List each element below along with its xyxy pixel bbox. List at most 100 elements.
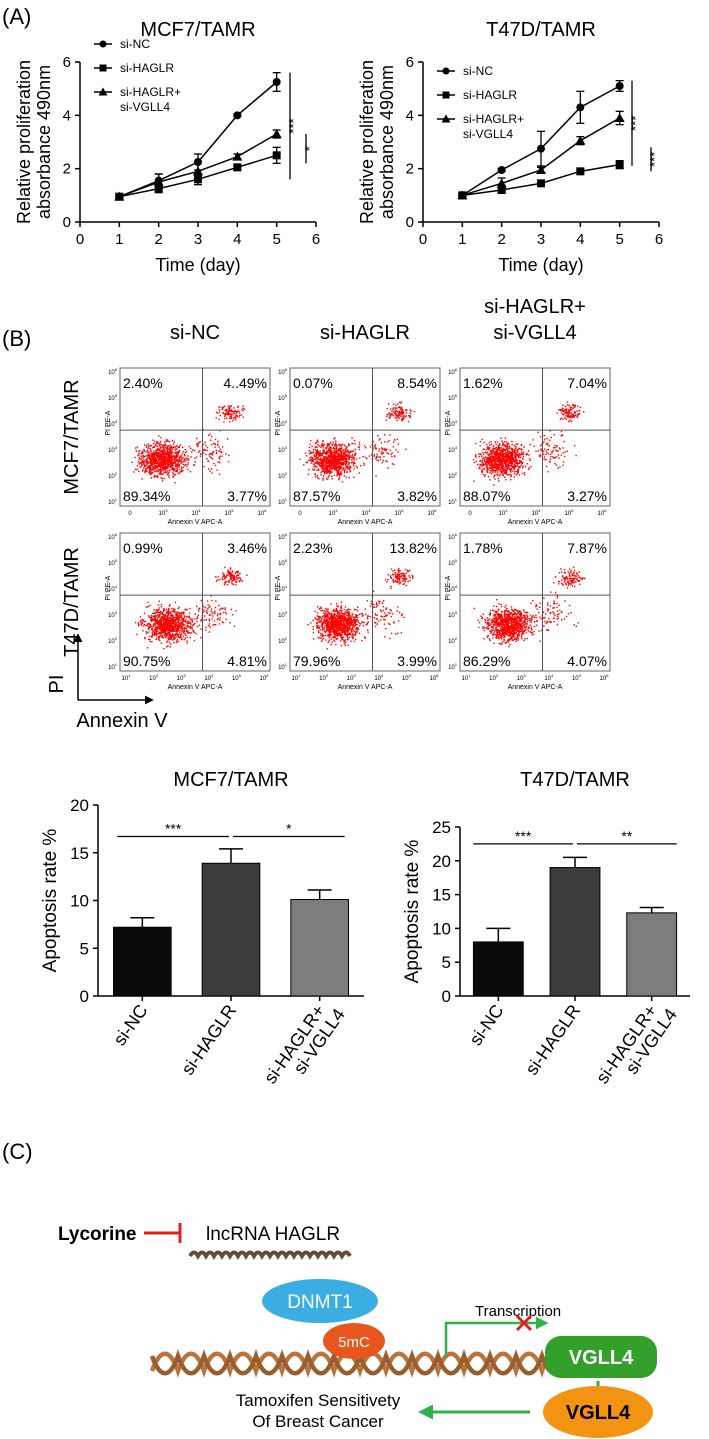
quadrant-lower-right: 3.77%: [227, 488, 267, 504]
marker-triangle: [271, 129, 282, 138]
flow-y-axis-title: PI PE-A: [275, 410, 282, 435]
lncrna-strand: [188, 1250, 352, 1261]
marker-square: [99, 64, 107, 72]
flow-tick-exponent: 4: [285, 419, 288, 424]
flow-tick-exponent: 2: [285, 636, 288, 641]
flow-y-tick: 101: [278, 497, 288, 506]
flow-y-axis-title: PI PE-A: [105, 410, 112, 435]
flow-x-tick: 106: [258, 508, 268, 517]
x-tick-label: si-HAGLR: [177, 1001, 240, 1079]
methyl-ellipse: [323, 1323, 385, 1359]
flow-tick-exponent: 3: [335, 508, 338, 513]
flow-y-tick: 105: [278, 393, 288, 402]
flow-plot-frame: [119, 532, 271, 672]
flow-tick-exponent: 3: [455, 445, 458, 450]
quadrant-upper-right: 7.87%: [567, 540, 607, 556]
flow-tick-exponent: 6: [436, 673, 439, 678]
y-tick-label: 4: [406, 107, 414, 124]
flow-tick-exponent: 3: [285, 445, 288, 450]
mechanism-diagram: Lycorine lncRNA HAGLR DNMT1 5mC Transcri…: [58, 1223, 657, 1438]
flow-tick-exponent: 4: [211, 673, 214, 678]
significance-label: **: [621, 828, 632, 844]
flow-plot-frame: [289, 532, 441, 672]
flow-tick-exponent: 4: [115, 419, 118, 424]
flow-plot-frame: [459, 532, 611, 672]
flow-x-tick: 106: [430, 673, 440, 682]
flow-x-tick: 105: [572, 673, 582, 682]
quadrant-upper-right: 13.82%: [390, 540, 437, 556]
marker-square: [537, 179, 545, 188]
legend-label: si-HAGLR+: [120, 85, 181, 99]
flow-tick-exponent: 3: [115, 610, 118, 615]
flow-y-tick: 104: [108, 419, 118, 428]
lycorine-label: Lycorine: [58, 1224, 137, 1245]
y-tick-label: 2: [406, 161, 414, 178]
flow-x-tick: 105: [565, 508, 575, 517]
significance-label: *: [302, 146, 317, 151]
chart-title: MCF7/TAMR: [173, 769, 288, 791]
flow-x-tick: 101: [122, 673, 132, 682]
flow-x-tick: 102: [149, 673, 159, 682]
y-axis-title: absorbance 490nm: [34, 65, 54, 219]
flow-plot: 1.62% 7.04% 88.07% 3.27% Annexin V APC-A PI P…: [445, 367, 611, 526]
x-tick-label: 1: [115, 231, 123, 248]
vgll4-gene-label: VGLL4: [569, 1347, 634, 1369]
x-tick-label: si-NC: [109, 1001, 151, 1049]
flow-tick-exponent: 6: [115, 367, 118, 372]
quadrant-lower-left: 88.07%: [463, 488, 510, 504]
flow-tick-exponent: 6: [264, 508, 267, 513]
legend-label: si-HAGLR: [463, 88, 517, 102]
flow-tick-exponent: 2: [285, 471, 288, 476]
x-tick-label: 5: [272, 231, 280, 248]
bar: [472, 941, 524, 997]
x-axis-title: Time (day): [498, 255, 583, 275]
x-tick-label: 6: [312, 231, 320, 248]
flow-y-tick: 103: [108, 610, 118, 619]
flow-tick-exponent: 6: [455, 367, 458, 372]
y-tick-label: 0: [80, 987, 89, 1006]
vgll4-protein-ellipse: [543, 1386, 653, 1438]
quadrant-lower-left: 90.75%: [123, 653, 170, 669]
flow-plot-frame: [289, 367, 441, 507]
flow-x-tick: 103: [329, 508, 339, 517]
marker-circle: [442, 67, 450, 75]
legend-label: si-HAGLR+: [463, 112, 524, 126]
panel-label-a: (A): [2, 4, 31, 29]
flow-x-tick: 106: [428, 508, 438, 517]
y-tick-label: 0: [63, 214, 71, 231]
dna-strand: [149, 1351, 571, 1378]
flow-row-title: T47D/TAMR: [61, 547, 83, 657]
marker-square: [442, 91, 450, 99]
flow-tick-exponent: 5: [285, 558, 288, 563]
quadrant-lower-right: 3.82%: [397, 488, 437, 504]
significance-label: *: [286, 821, 292, 837]
marker-triangle: [153, 177, 164, 186]
x-tick-label: 6: [655, 231, 663, 248]
flow-column-title: si-HAGLR: [320, 322, 410, 344]
flow-x-tick: 103: [177, 673, 187, 682]
y-tick-label: 0: [442, 987, 451, 1006]
flow-tick-exponent: 1: [115, 497, 118, 502]
flow-plot-frame: [119, 367, 271, 507]
flow-y-tick: 106: [278, 367, 288, 376]
flow-tick-exponent: 6: [606, 673, 609, 678]
flow-dots: [472, 401, 585, 486]
flow-plot: 2.23% 13.82% 79.96% 3.99% Annexin V APC-A PI …: [275, 532, 441, 691]
flow-x-tick: 103: [499, 508, 509, 517]
x-tick-label: si-NC: [465, 1001, 507, 1049]
flow-y-tick: 106: [278, 532, 288, 541]
significance-label: ***: [515, 828, 532, 844]
marker-triangle: [575, 135, 586, 145]
bar: [626, 912, 678, 997]
methyl-label: 5mC: [338, 1334, 370, 1351]
flow-y-tick: 104: [108, 584, 118, 593]
y-tick-label: 4: [63, 107, 71, 124]
flow-x-tick: 0: [298, 511, 302, 517]
flow-dots: [299, 401, 416, 483]
bar-chart-t47d: T47D/TAMR 0 5 10 15 20 25 Apoptosis rate % si-NC…: [402, 769, 690, 1087]
flow-tick-exponent: 1: [285, 662, 288, 667]
flow-tick-exponent: 4: [368, 508, 371, 513]
y-tick-label: 10: [432, 919, 451, 938]
x-tick-label: 0: [76, 231, 84, 248]
